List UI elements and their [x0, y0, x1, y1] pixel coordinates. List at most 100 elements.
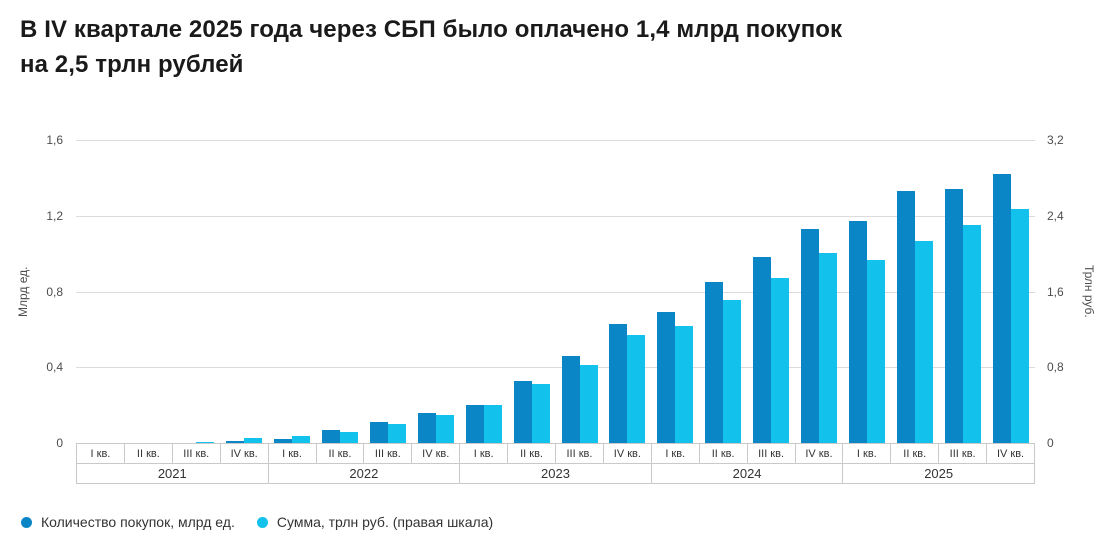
- quarter-label: IV кв.: [411, 444, 459, 463]
- quarter-label: I кв.: [665, 447, 686, 460]
- sum-bar: [339, 431, 358, 443]
- count-bar: [753, 257, 772, 443]
- bar-group: [172, 140, 220, 443]
- legend-label-sum: Сумма, трлн руб. (правая шкала): [276, 514, 494, 530]
- year-block: I кв. II кв. III кв. IV кв. 2025: [842, 444, 1034, 483]
- sum-bar: [867, 260, 886, 443]
- quarter-label: IV кв.: [219, 444, 268, 463]
- quarter-label: IV кв.: [602, 444, 651, 463]
- sum-bar: [819, 252, 838, 443]
- bar-group: [891, 140, 939, 443]
- page-title: В IV квартале 2025 года через СБП было о…: [20, 12, 1095, 82]
- quarter-label: IV кв.: [986, 444, 1034, 463]
- count-bar: [465, 405, 484, 443]
- right-axis-ticks: 3,2 2,4 1,6 0,8 0: [1047, 133, 1087, 450]
- quarter-label: III кв.: [746, 444, 795, 463]
- axis-tick-label: 0: [56, 436, 63, 450]
- quarter-label: II кв.: [507, 444, 555, 463]
- quarter-label: III кв.: [938, 444, 986, 463]
- bar-group: [220, 140, 268, 443]
- year-block: I кв. II кв. III кв. IV кв. 2024: [650, 444, 843, 483]
- axis-tick-label: 1,6: [1047, 284, 1064, 299]
- axis-tick-label: 0,8: [1047, 360, 1064, 375]
- sum-bar: [963, 225, 982, 443]
- gridline: [76, 367, 1035, 369]
- quarter-label: I кв.: [282, 447, 302, 460]
- bar-group: [939, 140, 987, 443]
- sum-bar: [675, 325, 694, 443]
- count-bar: [609, 323, 628, 443]
- quarter-label: II кв.: [698, 444, 747, 463]
- sum-bar: [1011, 209, 1030, 443]
- quarter-label: III кв.: [171, 444, 220, 463]
- bar-group: [364, 140, 412, 443]
- sum-bar: [483, 405, 502, 443]
- quarter-row: I кв. II кв. III кв. IV кв.: [77, 444, 268, 464]
- plot-area: [76, 140, 1035, 443]
- bar-group: [412, 140, 460, 443]
- count-bar: [513, 380, 532, 443]
- bar-group: [124, 140, 172, 443]
- count-bar: [225, 441, 244, 443]
- quarter-label: II кв.: [315, 444, 364, 463]
- count-bar: [705, 282, 724, 443]
- bar-group: [508, 140, 556, 443]
- gridline: [76, 291, 1035, 293]
- bar-group: [651, 140, 699, 443]
- bar-group: [699, 140, 747, 443]
- bar-group: [843, 140, 891, 443]
- sum-bar: [243, 438, 262, 443]
- quarter-row: I кв. II кв. III кв. IV кв.: [460, 444, 651, 464]
- legend-item-count: Количество покупок, млрд ед.: [21, 514, 235, 530]
- axis-tick-label: 0,8: [46, 284, 63, 299]
- count-bar: [321, 429, 340, 443]
- year-label: 2021: [157, 466, 187, 481]
- count-bar: [657, 312, 676, 443]
- count-series-dot-icon: [21, 516, 32, 528]
- quarter-row: I кв. II кв. III кв. IV кв.: [651, 444, 843, 464]
- bar-group: [268, 140, 316, 443]
- bar-group: [460, 140, 508, 443]
- gridline: [76, 215, 1035, 217]
- year-block: I кв. II кв. III кв. IV кв. 2021: [77, 444, 268, 483]
- quarter-label: III кв.: [363, 444, 411, 463]
- axis-tick-label: 1,6: [46, 133, 63, 147]
- axis-tick-label: 0: [1047, 436, 1054, 450]
- sum-bar: [627, 335, 646, 443]
- year-block: I кв. II кв. III кв. IV кв. 2023: [459, 444, 651, 483]
- quarter-label: I кв.: [473, 447, 494, 460]
- bar-group: [556, 140, 604, 443]
- axis-tick-label: 3,2: [1047, 133, 1064, 147]
- gridline: [76, 140, 1035, 141]
- sum-bar: [723, 300, 742, 443]
- quarter-label: II кв.: [890, 444, 938, 463]
- quarter-label: II кв.: [123, 444, 172, 463]
- year-label: 2024: [732, 466, 762, 481]
- quarter-label: III кв.: [555, 444, 603, 463]
- count-bar: [417, 412, 436, 443]
- bar-group: [795, 140, 843, 443]
- count-bar: [945, 189, 964, 443]
- axis-tick-label: 1,2: [46, 208, 63, 223]
- page-title-line-2: на 2,5 трлн рублей: [20, 51, 244, 78]
- axis-tick-label: 0,4: [46, 360, 63, 375]
- page-title-line-1: В IV квартале 2025 года через СБП было о…: [20, 16, 843, 43]
- axis-tick-label: 2,4: [1047, 208, 1064, 223]
- legend-label-count: Количество покупок, млрд ед.: [41, 514, 235, 530]
- sum-bar: [771, 278, 790, 443]
- count-bar: [849, 221, 868, 443]
- sum-bar: [531, 384, 550, 443]
- left-axis-ticks: 1,6 1,2 0,8 0,4 0: [23, 133, 63, 450]
- count-bar: [801, 229, 820, 443]
- year-label: 2023: [541, 466, 570, 481]
- bar-group: [747, 140, 795, 443]
- bar-group: [603, 140, 651, 443]
- sum-bar: [915, 241, 934, 443]
- sum-bar: [387, 424, 406, 443]
- sum-series-dot-icon: [256, 516, 268, 528]
- count-bar: [273, 439, 292, 443]
- count-bar: [561, 355, 580, 443]
- right-axis-title: Трлн руб.: [1082, 265, 1096, 318]
- count-bar: [897, 191, 916, 443]
